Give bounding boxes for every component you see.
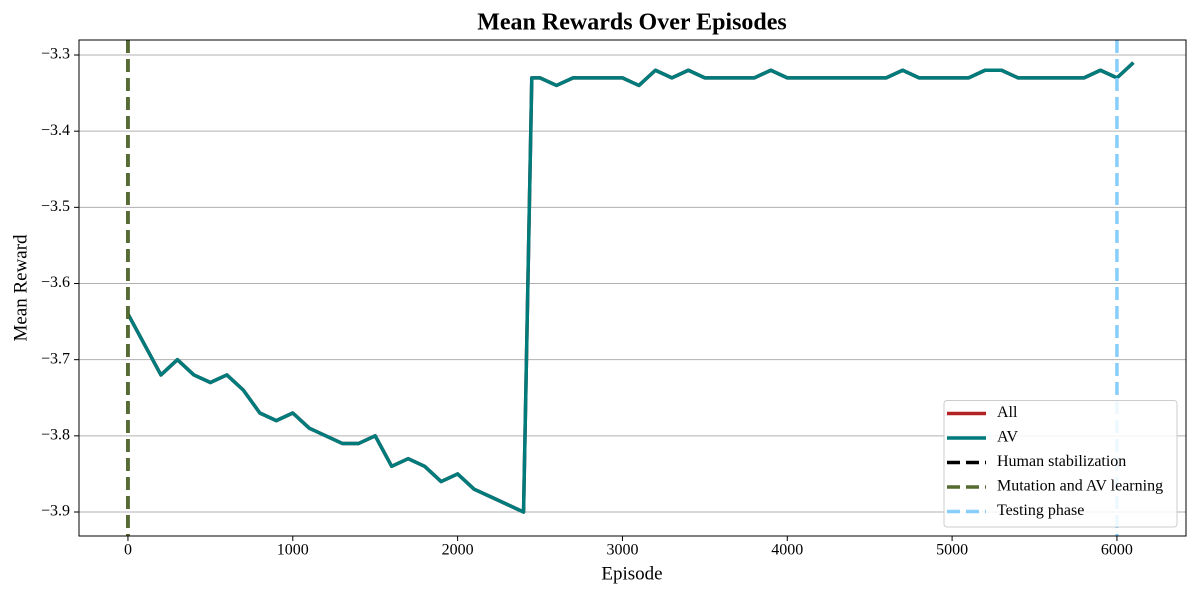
y-tick-label: −3.7 [41,350,70,367]
legend-box [943,400,1178,528]
x-tick-label: 0 [124,542,132,559]
legend-label: Testing phase [997,502,1084,519]
y-tick-label: −3.3 [41,46,70,63]
plot-frame [78,39,1187,537]
y-axis-label: Mean Reward [10,234,31,342]
y-tick-label: −3.8 [41,427,70,444]
legend-label: Human stabilization [997,453,1126,470]
x-tick-label: 1000 [277,542,309,559]
x-axis-label: Episode [601,563,662,584]
y-tick-label: −3.6 [41,274,70,291]
y-tick-label: −3.5 [41,198,70,215]
legend-label: AV [997,429,1018,446]
chart-title: Mean Rewards Over Episodes [477,10,787,36]
series-line [126,61,1135,514]
y-tick-label: −3.4 [41,122,70,139]
x-tick-label: 2000 [442,542,474,559]
x-tick-label: 3000 [606,542,638,559]
legend-label: Mutation and AV learning [997,478,1163,495]
legend-label: All [997,404,1018,421]
x-tick-label: 6000 [1101,542,1133,559]
y-tick-label: −3.9 [41,503,70,520]
x-tick-label: 5000 [936,542,968,559]
x-tick-label: 4000 [771,542,803,559]
